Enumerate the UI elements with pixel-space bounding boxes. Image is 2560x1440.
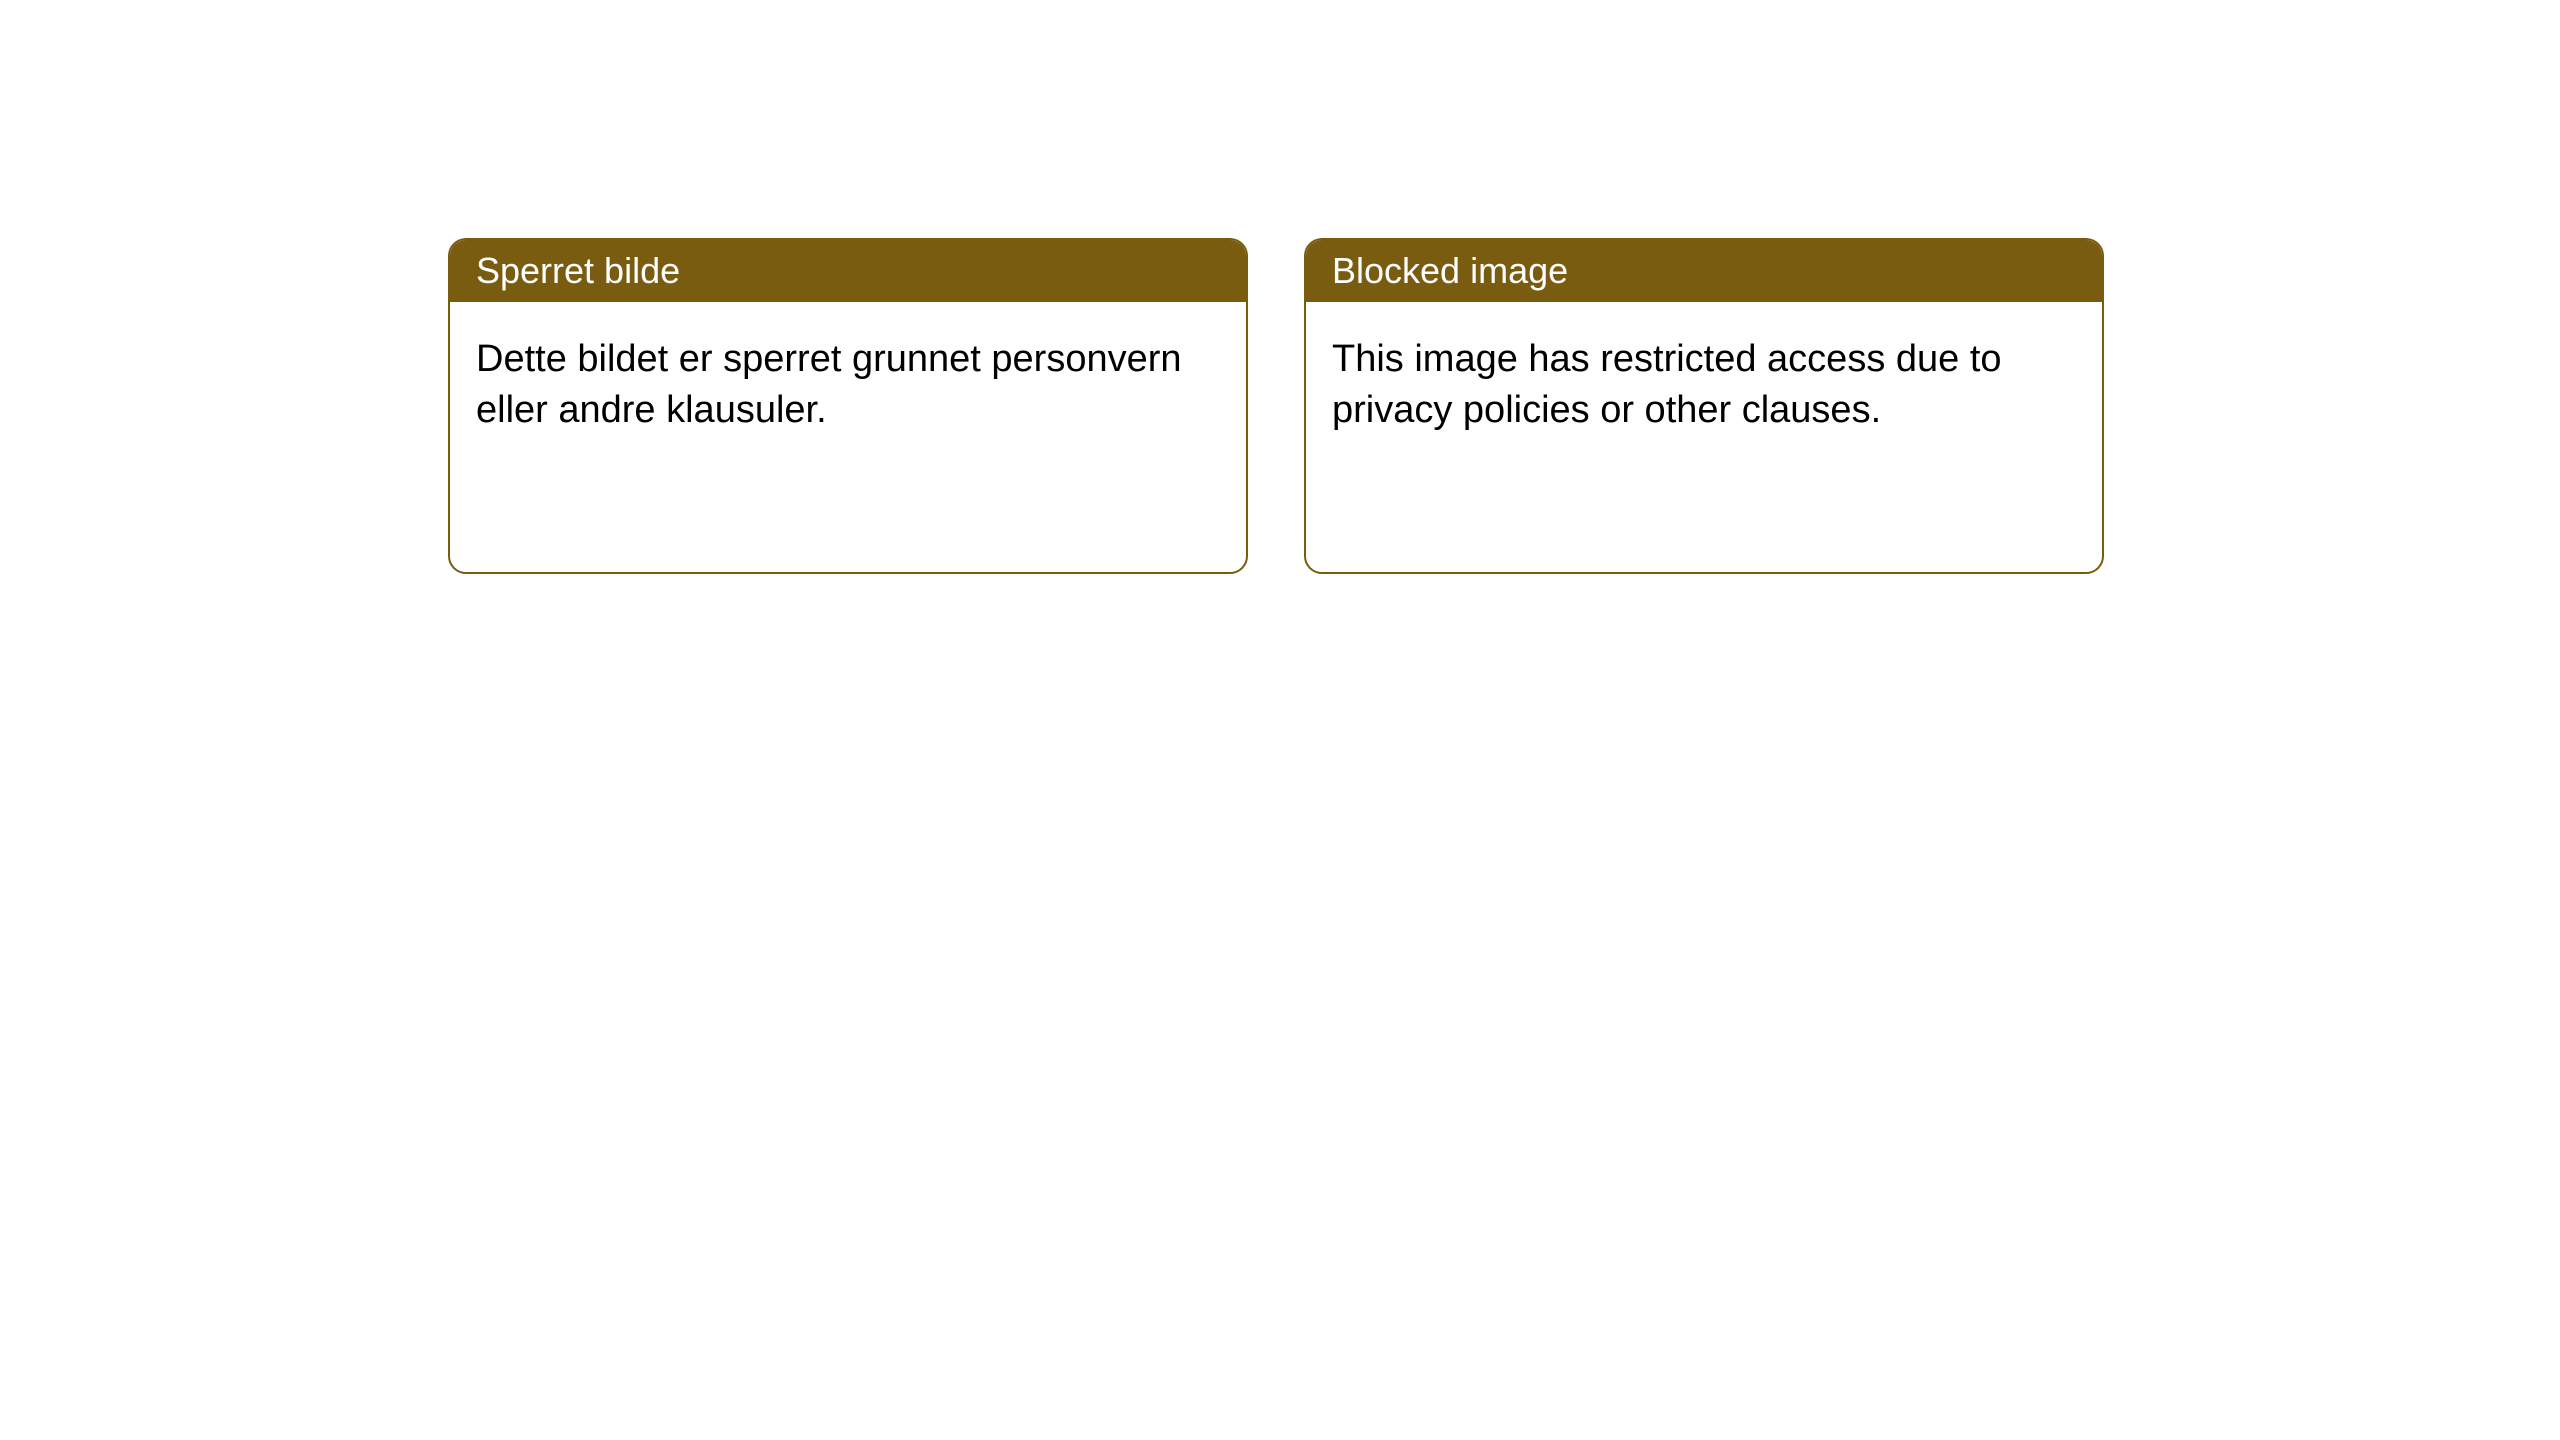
card-header-norwegian: Sperret bilde (450, 240, 1246, 302)
card-body-english: This image has restricted access due to … (1306, 302, 2102, 469)
card-header-english: Blocked image (1306, 240, 2102, 302)
blocked-image-card-english: Blocked image This image has restricted … (1304, 238, 2104, 574)
card-body-norwegian: Dette bildet er sperret grunnet personve… (450, 302, 1246, 469)
blocked-image-card-norwegian: Sperret bilde Dette bildet er sperret gr… (448, 238, 1248, 574)
notice-container: Sperret bilde Dette bildet er sperret gr… (0, 0, 2560, 574)
